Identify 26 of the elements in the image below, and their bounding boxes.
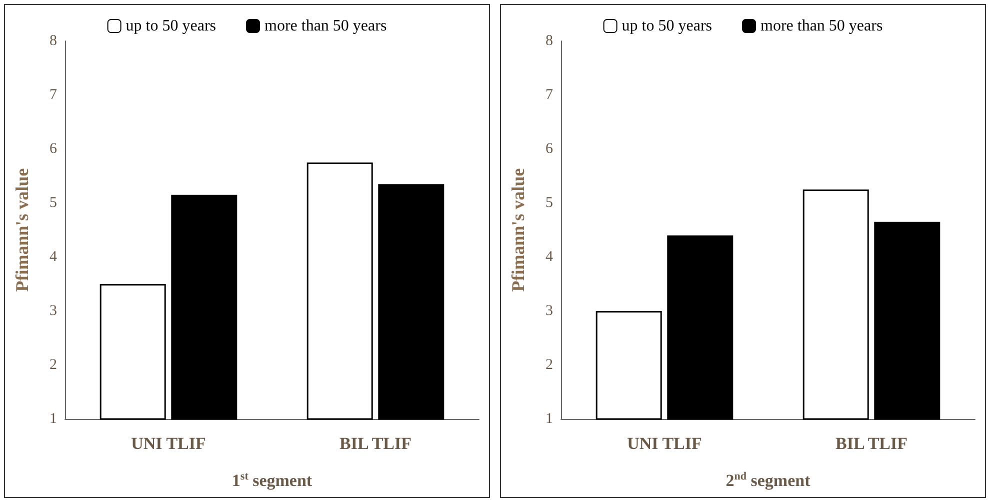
legend-label: up to 50 years [126,18,216,34]
y-tick-label: 8 [50,33,57,49]
y-tick-label: 6 [546,141,554,157]
y-tick-label: 4 [546,249,554,265]
x-tick-label: UNI TLIF [131,434,206,453]
y-tick-label: 7 [50,87,58,103]
y-tick-label: 5 [50,195,57,211]
x-tick-label: BIL TLIF [836,434,908,453]
y-tick-label: 1 [50,411,57,427]
y-axis-title: Pfimann's value [12,168,32,292]
y-axis-title: Pfimann's value [508,168,528,292]
y-tick-label: 3 [50,303,57,319]
y-tick-label: 2 [50,357,57,373]
y-tick-label: 8 [546,33,553,49]
y-tick-label: 3 [546,303,553,319]
y-tick-label: 1 [546,411,553,427]
legend-label: more than 50 years [760,18,883,34]
x-tick-label: BIL TLIF [340,434,412,453]
legend-label: up to 50 years [622,18,712,34]
legend-label: more than 50 years [264,18,387,34]
y-tick-label: 6 [50,141,58,157]
y-tick-label: 4 [50,249,58,265]
y-tick-label: 7 [546,87,554,103]
y-tick-label: 2 [546,357,553,373]
y-tick-label: 5 [546,195,553,211]
x-tick-label: UNI TLIF [627,434,702,453]
